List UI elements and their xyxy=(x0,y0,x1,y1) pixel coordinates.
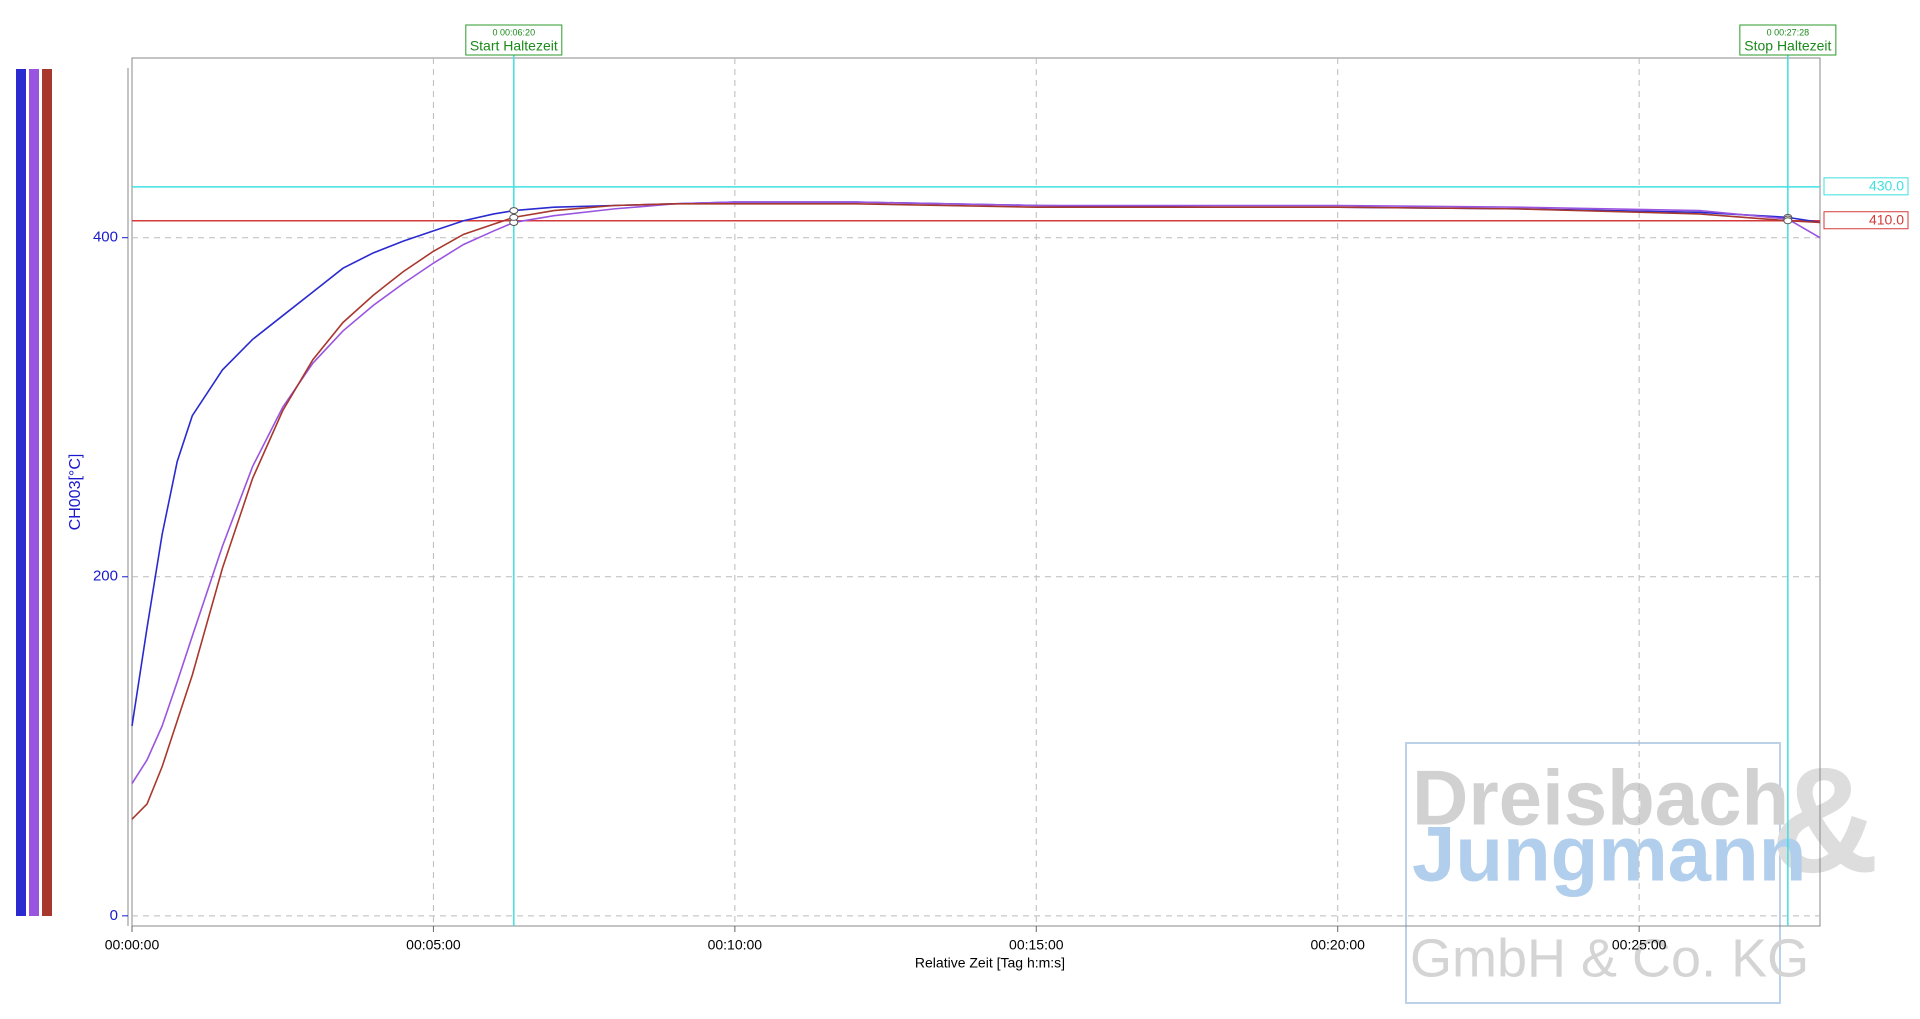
marker-label: Start Haltezeit xyxy=(470,38,558,54)
series-color-bar xyxy=(29,69,39,916)
reference-label: 410.0 xyxy=(1869,211,1904,227)
reference-label-box xyxy=(1823,211,1909,230)
watermark-line1: Dreisbach xyxy=(1412,754,1789,842)
watermark: & Dreisbach Jungmann GmbH & Co. KG xyxy=(1405,736,1879,1004)
y-axis-label: CH003[°C] xyxy=(67,454,84,531)
watermark-ampersand: & xyxy=(1771,736,1879,904)
x-tick-label: 00:00:00 xyxy=(105,937,160,953)
y-tick-label: 200 xyxy=(93,568,118,585)
marker-time: 0 00:06:20 xyxy=(493,27,536,37)
series-color-bar xyxy=(42,69,52,916)
marker-time: 0 00:27:28 xyxy=(1767,27,1810,37)
x-tick-label: 00:25:00 xyxy=(1612,937,1667,953)
series-color-bar xyxy=(16,69,26,916)
marker-label: Stop Haltezeit xyxy=(1744,38,1831,54)
series-line xyxy=(131,202,1821,820)
watermark-line3: GmbH & Co. KG xyxy=(1410,928,1809,988)
plot-frame xyxy=(131,57,1821,927)
marker-label-box xyxy=(1739,24,1837,56)
x-axis-label: Relative Zeit [Tag h:m:s] xyxy=(915,955,1065,971)
marker-label-box xyxy=(465,24,563,56)
marker-point xyxy=(509,213,519,221)
marker-point xyxy=(1783,217,1793,225)
series-line xyxy=(131,201,1821,727)
y-tick-label: 0 xyxy=(110,907,118,924)
y-tick-label: 400 xyxy=(93,229,118,246)
reference-label-box xyxy=(1823,177,1909,196)
watermark-line2: Jungmann xyxy=(1412,810,1806,898)
reference-label: 430.0 xyxy=(1869,178,1904,194)
series-line xyxy=(131,201,1821,785)
marker-point xyxy=(509,207,519,215)
x-tick-label: 00:15:00 xyxy=(1009,937,1064,953)
x-tick-label: 00:20:00 xyxy=(1310,937,1365,953)
watermark-box xyxy=(1405,742,1781,1004)
x-tick-label: 00:10:00 xyxy=(708,937,763,953)
x-tick-label: 00:05:00 xyxy=(406,937,461,953)
